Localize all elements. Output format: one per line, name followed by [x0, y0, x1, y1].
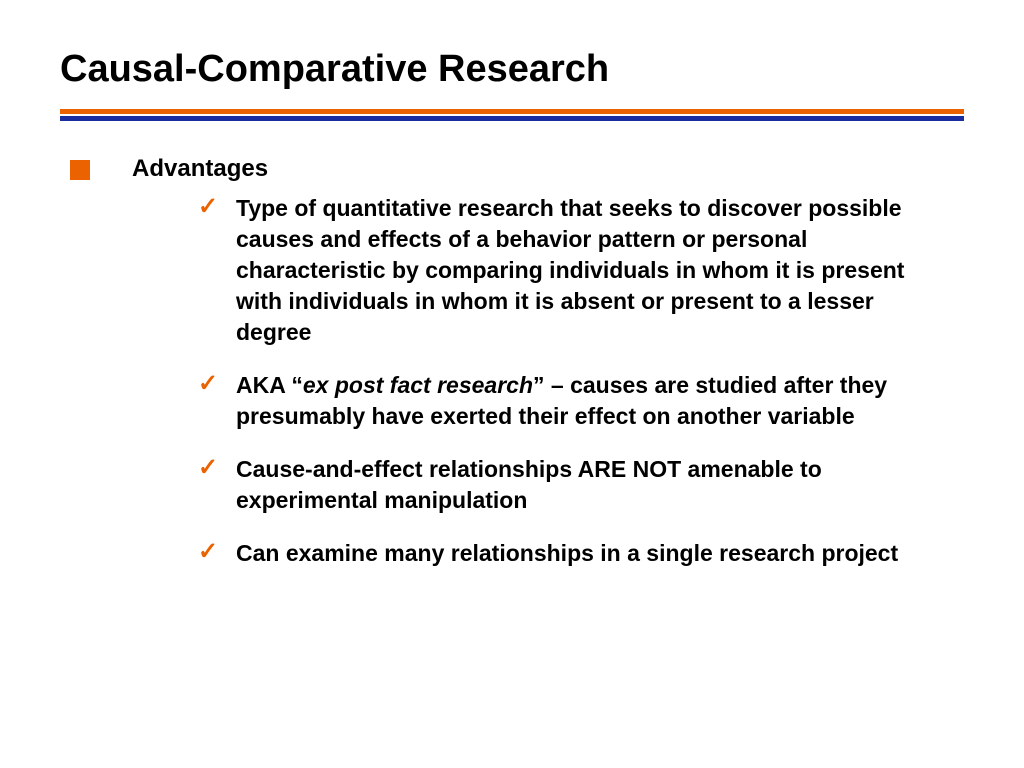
bullet-text: AKA “ex post fact research” – causes are… — [236, 370, 934, 432]
slide: Causal-Comparative Research Advantages ✓… — [0, 0, 1024, 768]
bullet-text: Can examine many relationships in a sing… — [236, 538, 898, 569]
checkmark-icon: ✓ — [198, 370, 236, 398]
bullet-text: Cause-and-effect relationships ARE NOT a… — [236, 454, 934, 516]
checkmark-icon: ✓ — [198, 193, 236, 221]
slide-title: Causal-Comparative Research — [60, 48, 964, 91]
list-item: ✓ Type of quantitative research that see… — [198, 193, 934, 348]
italic-term: ex post fact research — [303, 372, 533, 398]
list-item: ✓ AKA “ex post fact research” – causes a… — [198, 370, 934, 432]
divider — [60, 109, 964, 121]
list-item: ✓ Cause-and-effect relationships ARE NOT… — [198, 454, 934, 516]
square-bullet-icon — [70, 160, 90, 180]
level2-list: ✓ Type of quantitative research that see… — [60, 193, 964, 569]
checkmark-icon: ✓ — [198, 538, 236, 566]
checkmark-icon: ✓ — [198, 454, 236, 482]
list-item: ✓ Can examine many relationships in a si… — [198, 538, 934, 569]
level1-bullet: Advantages — [60, 155, 964, 183]
bullet-text: Type of quantitative research that seeks… — [236, 193, 934, 348]
level1-label: Advantages — [132, 155, 268, 183]
divider-bottom — [60, 116, 964, 121]
